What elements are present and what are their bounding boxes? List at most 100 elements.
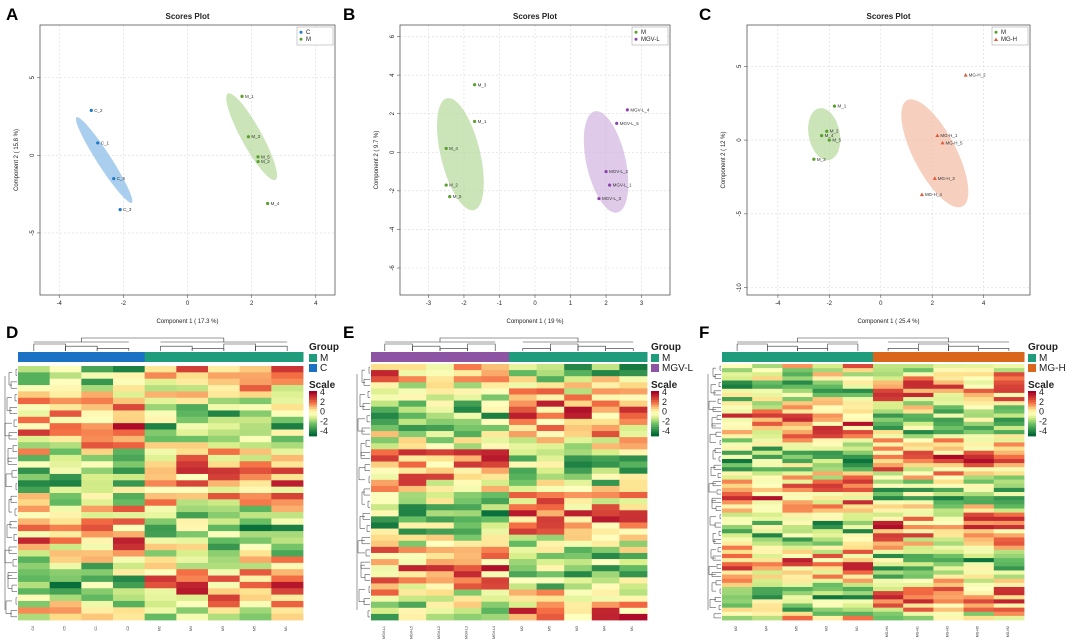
confidence-ellipse-C bbox=[75, 117, 133, 203]
heatmap-cell bbox=[144, 435, 177, 443]
heatmap-cell bbox=[208, 581, 241, 589]
heatmap-cell bbox=[81, 404, 114, 411]
heatmap-cell bbox=[144, 391, 177, 399]
heatmap-cell bbox=[426, 406, 455, 414]
heatmap-cell bbox=[371, 455, 399, 462]
heatmap-cell bbox=[993, 421, 1025, 427]
heatmap-cell bbox=[591, 528, 620, 536]
heatmap-cell bbox=[481, 443, 510, 450]
heatmap-cell bbox=[963, 591, 995, 596]
heatmap-cell bbox=[903, 558, 934, 563]
heatmap-cell bbox=[208, 569, 241, 576]
heatmap-cell bbox=[481, 455, 510, 462]
heatmap-cell bbox=[453, 552, 482, 560]
heatmap-cell bbox=[509, 479, 537, 487]
point-label: M_4 bbox=[449, 146, 458, 151]
heatmap-cell bbox=[398, 364, 427, 371]
heatmap-cell bbox=[782, 607, 813, 613]
heatmap-cell bbox=[812, 591, 844, 596]
heatmap-cell bbox=[49, 518, 82, 526]
heatmap-cell bbox=[782, 582, 813, 588]
heatmap-cell bbox=[49, 543, 82, 551]
heatmap-cell bbox=[752, 438, 783, 443]
heatmap-cell bbox=[176, 448, 209, 456]
heatmap-cell bbox=[49, 600, 82, 608]
heatmap-cell bbox=[782, 558, 813, 563]
heatmap-cell bbox=[812, 384, 844, 390]
heatmap-cell bbox=[564, 559, 593, 566]
data-point-C_5 bbox=[112, 177, 116, 181]
scale-gradient-step bbox=[1028, 409, 1036, 412]
heatmap-cell bbox=[842, 430, 874, 435]
heatmap-cell bbox=[398, 461, 427, 469]
data-point-MGV-L_2 bbox=[604, 169, 608, 174]
heatmap-cell bbox=[963, 392, 995, 398]
heatmap-cell bbox=[18, 556, 51, 564]
heatmap-cell bbox=[933, 582, 964, 588]
heatmap-cell bbox=[564, 455, 593, 462]
heatmap-cell bbox=[536, 504, 565, 511]
heatmap-cell bbox=[963, 463, 995, 468]
heatmap-cell bbox=[239, 366, 272, 373]
heatmap-cell bbox=[271, 486, 304, 494]
heatmap-cell bbox=[239, 581, 272, 589]
heatmap-cell bbox=[536, 485, 565, 493]
heatmap-cell bbox=[903, 434, 934, 439]
heatmap-cell bbox=[873, 504, 904, 509]
heatmap-cell bbox=[398, 473, 427, 481]
heatmap-cell bbox=[371, 565, 399, 572]
heatmap-cell bbox=[842, 529, 874, 534]
heatmap-cell bbox=[933, 434, 964, 439]
heatmap-cell bbox=[113, 588, 146, 595]
scale-gradient-step bbox=[1028, 397, 1036, 401]
heatmap-cell bbox=[722, 595, 753, 600]
legend-marker-M bbox=[634, 30, 638, 34]
heatmap-cell bbox=[371, 370, 399, 377]
scale-gradient-step bbox=[309, 422, 317, 426]
scale-gradient-step bbox=[651, 391, 659, 394]
heatmap-cell bbox=[144, 499, 177, 507]
heatmap-cell bbox=[933, 508, 964, 514]
column-label: M4 bbox=[603, 626, 607, 631]
panel-letter-B: B bbox=[343, 5, 355, 24]
scale-gradient-step bbox=[1028, 420, 1036, 423]
heatmap-cell bbox=[481, 498, 510, 505]
heatmap-cell bbox=[113, 556, 146, 564]
heatmap-cell bbox=[842, 467, 874, 472]
heatmap-cell bbox=[782, 421, 813, 427]
heatmap-cell bbox=[271, 594, 304, 602]
dendrogram-branch bbox=[550, 343, 579, 351]
heatmap-cell bbox=[722, 615, 753, 621]
scale-gradient-step bbox=[309, 411, 317, 414]
heatmap-cell bbox=[113, 524, 146, 532]
heatmap-cell bbox=[903, 607, 934, 613]
heatmap-cell bbox=[722, 566, 753, 571]
heatmap-cell bbox=[782, 409, 813, 414]
heatmap-cell bbox=[509, 364, 537, 371]
heatmap-cell bbox=[782, 595, 813, 600]
heatmap-cell bbox=[208, 429, 241, 437]
heatmap-cell bbox=[564, 467, 593, 475]
heatmap-cell bbox=[18, 448, 51, 456]
heatmap-cell bbox=[812, 599, 844, 604]
heatmap-cell bbox=[509, 431, 537, 438]
heatmap-cell bbox=[903, 615, 934, 621]
heatmap-cell bbox=[873, 475, 904, 481]
heatmap-cell bbox=[812, 417, 844, 423]
heatmap-cell bbox=[873, 492, 904, 497]
scale-gradient-step bbox=[309, 418, 317, 421]
group-bar-cell-MG-H bbox=[993, 352, 1025, 362]
heatmap-cell bbox=[144, 562, 177, 570]
heatmap-cell bbox=[509, 552, 537, 560]
heatmap-cell bbox=[873, 442, 904, 447]
scale-tick-label: -2 bbox=[320, 416, 328, 426]
heatmap-cell bbox=[842, 458, 874, 464]
heatmap-cell bbox=[509, 461, 537, 469]
heatmap-cell bbox=[963, 508, 995, 514]
dendrogram-branch bbox=[412, 345, 441, 351]
heatmap-cell bbox=[963, 500, 995, 505]
heatmap-cell bbox=[782, 434, 813, 439]
y-axis-label: Component 2 ( 15.8 %) bbox=[14, 129, 20, 191]
heatmap-cell bbox=[933, 475, 964, 481]
